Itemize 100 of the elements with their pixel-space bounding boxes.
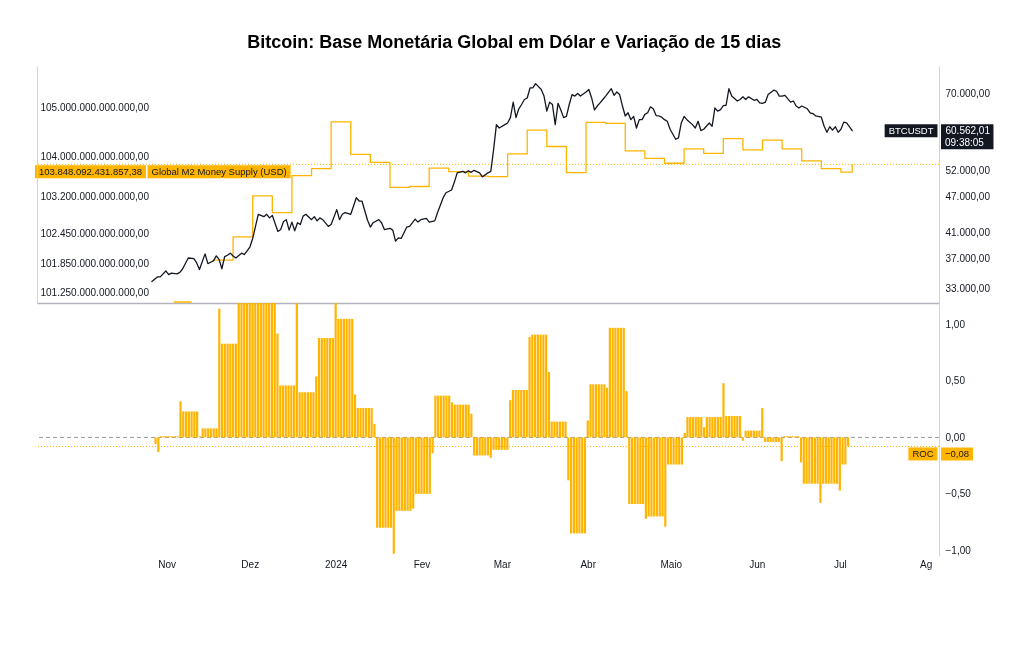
x-tick-label: Abr (580, 558, 597, 570)
y2-tick-label: 47.000,00 (945, 191, 991, 203)
bar (340, 318, 343, 438)
bar (608, 327, 611, 438)
bar (672, 437, 675, 465)
bar (578, 437, 581, 534)
bar (254, 303, 257, 438)
y2-tick-label: 37.000,00 (945, 253, 991, 265)
bar (522, 389, 526, 438)
bar (528, 336, 531, 438)
bar (808, 437, 811, 484)
bar (614, 327, 617, 438)
bar (772, 437, 775, 442)
bar (420, 437, 423, 494)
x-tick-label: Jun (749, 558, 766, 570)
bar (611, 327, 614, 438)
bar (805, 437, 808, 484)
bar (384, 437, 387, 528)
bar (722, 383, 725, 438)
bar (531, 334, 534, 438)
text: BTCUSDT (888, 124, 934, 136)
bar (655, 437, 659, 517)
y-tick-label: 105.000.000.000.000,00 (40, 101, 150, 113)
bar (481, 437, 484, 456)
bar (326, 338, 329, 438)
x-tick-label: 2024 (325, 558, 348, 570)
bar (317, 338, 321, 438)
bar (184, 411, 188, 438)
y-tick-label: −1,00 (945, 544, 972, 556)
bar (619, 327, 623, 438)
bar (636, 437, 639, 505)
text: ROC (912, 447, 934, 459)
bar (237, 303, 240, 438)
line-series (151, 82, 853, 283)
bar (489, 437, 492, 458)
bar (658, 437, 661, 517)
bar (240, 303, 243, 438)
bar (259, 303, 262, 438)
y-tick-label: 0,50 (945, 375, 966, 387)
y-tick-label: 0,00 (945, 431, 966, 443)
bar (533, 334, 537, 438)
bar (201, 428, 204, 438)
bar (630, 437, 634, 505)
bar (309, 392, 312, 438)
x-tick-label: Ag (920, 558, 933, 570)
bar (270, 303, 274, 438)
bar (262, 303, 265, 438)
bar (273, 303, 276, 438)
bar (819, 437, 822, 503)
bar (592, 384, 595, 438)
bar (245, 303, 249, 438)
bar (193, 411, 196, 438)
x-tick-label: Jul (833, 558, 847, 570)
bar (406, 437, 409, 511)
y2-tick-label: 41.000,00 (945, 226, 991, 238)
bar (295, 303, 298, 438)
bar (218, 308, 221, 438)
bar (589, 384, 592, 438)
y2-tick-label: 60.562,01 (945, 125, 991, 137)
bar (669, 437, 672, 465)
bar (741, 437, 744, 441)
bar (484, 437, 487, 456)
bar (243, 303, 246, 438)
bar (251, 303, 254, 438)
bar (473, 437, 476, 456)
bar (542, 334, 545, 438)
bar (287, 385, 290, 438)
bar (320, 338, 323, 438)
bar (545, 334, 548, 438)
bar (617, 327, 620, 438)
bar (622, 327, 625, 438)
y-tick-label: 103.200.000.000.000,00 (40, 190, 150, 202)
bar (409, 437, 412, 511)
bar (306, 392, 310, 438)
x-tick-label: Maio (660, 558, 683, 570)
bar (196, 411, 199, 438)
bar (304, 392, 307, 438)
x-tick-label: Dez (241, 558, 260, 570)
bar (345, 318, 348, 438)
y2-tick-label: 70.000,00 (945, 87, 991, 99)
y2-tick-label: 52.000,00 (945, 164, 991, 176)
bar (600, 384, 603, 438)
ref-line-label: 103.848.092.431.857,38 (38, 165, 143, 177)
bar (398, 437, 401, 511)
bar (511, 389, 515, 438)
bar (603, 384, 606, 438)
x-tick-label: Nov (158, 558, 177, 570)
bar (226, 343, 229, 438)
bar (323, 338, 326, 438)
bar (664, 437, 667, 527)
bar (417, 437, 420, 494)
bar (281, 385, 285, 438)
bar (301, 392, 304, 438)
bar (514, 389, 517, 438)
bar (342, 318, 346, 438)
bar (232, 343, 235, 438)
bar (212, 428, 215, 438)
bar (769, 437, 772, 442)
bar (378, 437, 382, 528)
bar (581, 437, 584, 534)
